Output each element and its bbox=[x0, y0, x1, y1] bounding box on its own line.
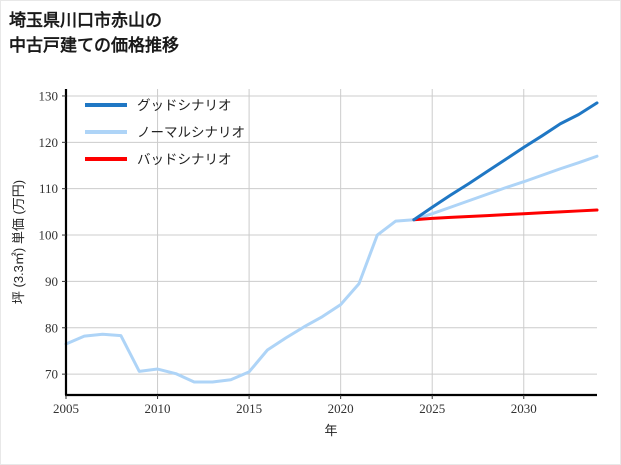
x-tick-label: 2015 bbox=[236, 401, 262, 416]
x-tick-label: 2010 bbox=[145, 401, 171, 416]
x-axis-title: 年 bbox=[324, 423, 337, 438]
series-line bbox=[412, 208, 599, 222]
y-tick-label: 80 bbox=[45, 320, 58, 335]
y-tick-label: 120 bbox=[39, 135, 59, 150]
y-tick-label: 110 bbox=[39, 181, 58, 196]
y-tick-label: 90 bbox=[45, 274, 58, 289]
y-tick-label: 130 bbox=[39, 88, 59, 103]
x-tick-label: 2025 bbox=[419, 401, 445, 416]
legend-item-label: グッドシナリオ bbox=[137, 98, 232, 113]
tick-labels: 70 80 90 100 110 120 130 2005 2010 2015 2020 2025 20… bbox=[39, 88, 537, 416]
data-series-layer bbox=[64, 101, 599, 384]
series-line bbox=[412, 101, 599, 222]
y-axis-title: 坪 (3.3㎡) 単価 (万円) bbox=[11, 180, 26, 304]
gridlines bbox=[66, 89, 597, 395]
x-tick-label: 2005 bbox=[53, 401, 79, 416]
y-tick-label: 70 bbox=[45, 367, 58, 382]
x-tick-label: 2020 bbox=[328, 401, 354, 416]
x-tick-label: 2030 bbox=[511, 401, 537, 416]
series-line bbox=[64, 154, 599, 384]
page-title: 埼玉県川口市赤山の 中古戸建ての価格推移 bbox=[9, 11, 179, 55]
legend-item-label: バッドシナリオ bbox=[137, 152, 232, 167]
y-tick-label: 100 bbox=[39, 228, 59, 243]
legend-item-label: ノーマルシナリオ bbox=[137, 125, 245, 140]
axis-lines bbox=[64, 89, 597, 397]
